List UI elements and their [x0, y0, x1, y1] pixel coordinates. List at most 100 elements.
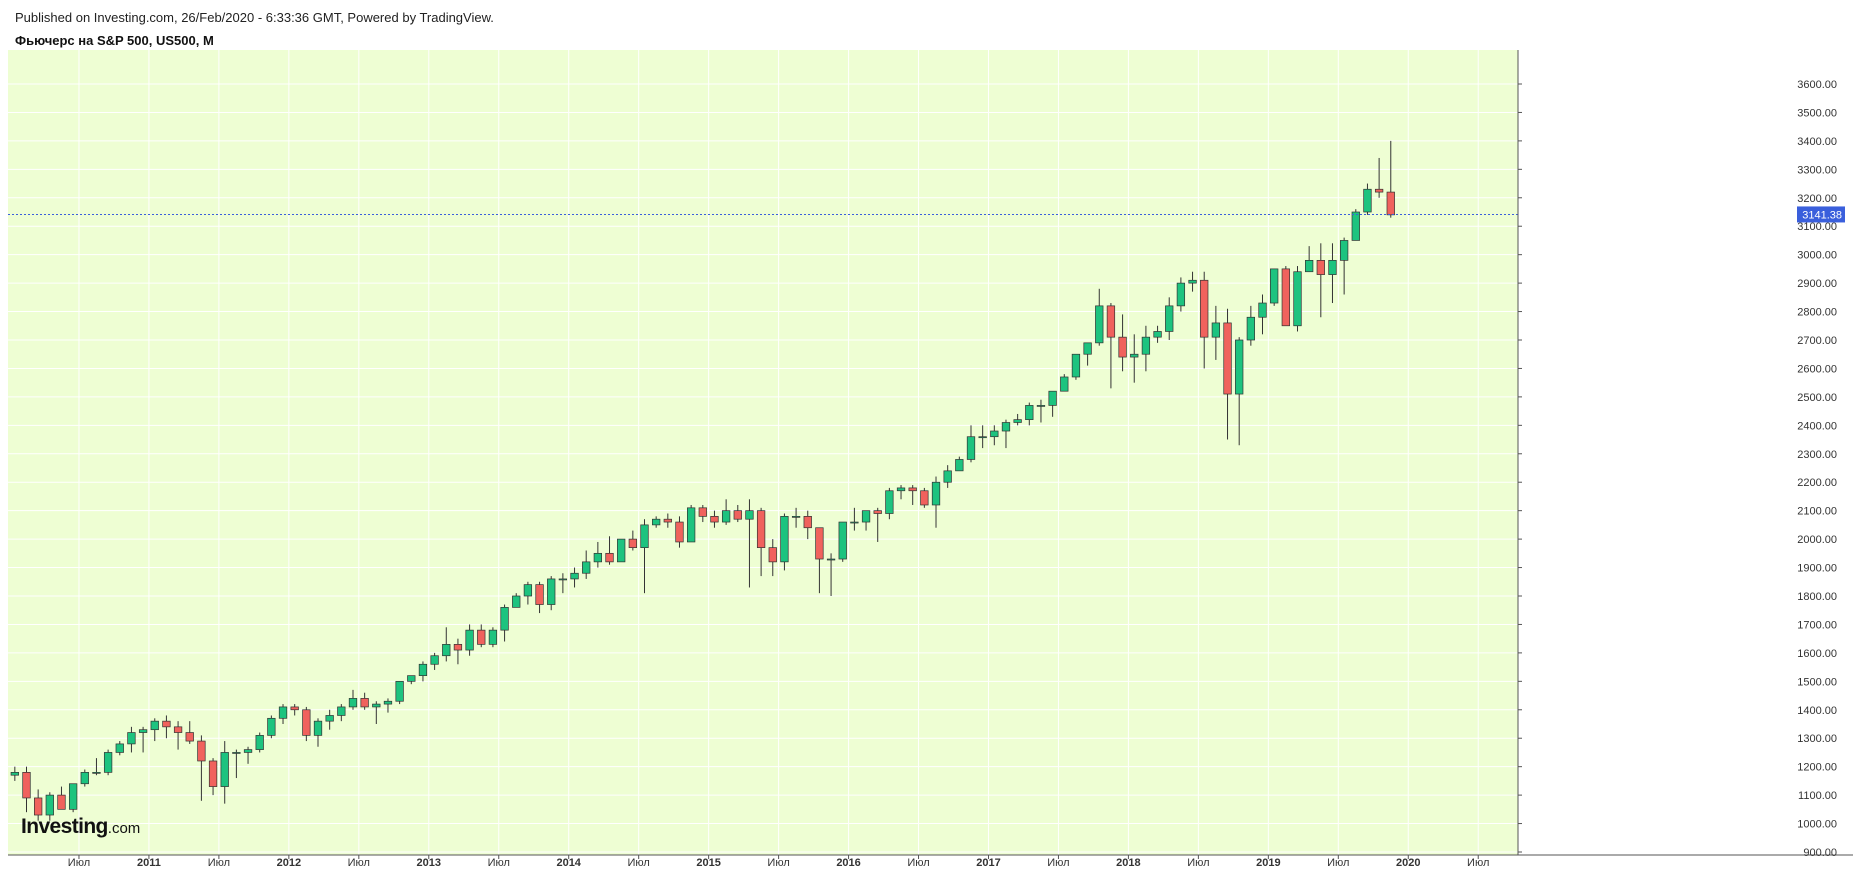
candle-up — [127, 732, 136, 745]
candle-up — [512, 595, 521, 608]
x-tick-label: 2015 — [696, 857, 720, 869]
candle-down — [1374, 188, 1384, 193]
candle-down — [710, 516, 719, 523]
candle-down — [1223, 322, 1232, 395]
x-tick-label: Июл — [1187, 857, 1209, 869]
candle-up — [220, 752, 229, 787]
candle-up — [593, 552, 602, 563]
candle-up — [1188, 279, 1197, 284]
candle-down — [34, 797, 43, 816]
last-price-badge-bg — [1797, 206, 1845, 223]
candle-up — [1141, 336, 1151, 355]
candle-up — [138, 729, 148, 733]
candle-up — [395, 680, 404, 702]
y-tick-label: 1900.00 — [1797, 563, 1837, 575]
x-tick-label: Июл — [1467, 857, 1489, 869]
candle-up — [488, 629, 498, 645]
x-tick-label: Июл — [1327, 857, 1349, 869]
candle-up — [826, 558, 836, 561]
candle-up — [943, 470, 952, 483]
candle-up — [45, 794, 54, 816]
candle-down — [22, 772, 31, 799]
candle-down — [453, 644, 463, 651]
x-tick-label: 2020 — [1396, 857, 1420, 869]
candle-up — [150, 720, 159, 731]
y-tick-label: 3100.00 — [1797, 221, 1837, 233]
x-tick-label: 2013 — [417, 857, 441, 869]
candle-up — [372, 703, 381, 708]
candle-down — [663, 518, 672, 523]
candle-down — [197, 740, 206, 762]
candle-up — [325, 715, 334, 722]
candle-down — [815, 527, 824, 560]
candle-up — [931, 481, 941, 506]
published-note: Published on Investing.com, 26/Feb/2020 … — [15, 10, 494, 25]
candle-down — [1106, 305, 1116, 338]
investing-logo: Investing.com — [21, 815, 140, 839]
candle-up — [1211, 322, 1221, 338]
candle-up — [430, 655, 439, 665]
candle-up — [640, 524, 649, 548]
candle-down — [208, 760, 218, 787]
y-tick-label: 1600.00 — [1797, 648, 1837, 660]
x-tick-label: Июл — [767, 857, 789, 869]
candle-down — [302, 709, 311, 736]
grid-lines — [8, 50, 1518, 855]
candle-up — [850, 521, 859, 524]
candle-up — [687, 507, 696, 543]
candle-up — [1293, 271, 1302, 327]
y-tick-label: 1200.00 — [1797, 762, 1837, 774]
candle-down — [1316, 260, 1325, 275]
candle-up — [1176, 282, 1186, 307]
candle-up — [721, 510, 731, 523]
candle-up — [1060, 376, 1069, 392]
candle-up — [1095, 305, 1104, 344]
candle-up — [896, 487, 906, 492]
y-tick-label: 2300.00 — [1797, 449, 1837, 461]
candle-down — [756, 510, 766, 548]
candle-down — [920, 490, 929, 506]
instrument-title: Фьючерс на S&P 500, US500, M — [15, 33, 214, 48]
candle-up — [1130, 353, 1139, 358]
candle-up — [558, 578, 568, 581]
candle-up — [115, 743, 124, 753]
candle-up — [1001, 422, 1011, 432]
y-tick-label: 2400.00 — [1797, 420, 1837, 432]
candle-down — [803, 516, 812, 529]
candle-down — [173, 726, 183, 733]
candle-up — [652, 518, 661, 526]
y-tick-label: 1100.00 — [1798, 790, 1837, 802]
candle-down — [162, 720, 171, 728]
y-tick-label: 3200.00 — [1797, 193, 1837, 205]
candle-up — [313, 720, 323, 736]
candle-up — [407, 675, 416, 682]
candle-up — [955, 459, 964, 472]
candle-down — [57, 794, 66, 810]
x-tick-label: Июл — [488, 857, 510, 869]
candles — [10, 140, 1395, 821]
y-tick-label: 1800.00 — [1797, 591, 1837, 603]
logo-domain: .com — [107, 820, 141, 837]
candle-up — [1339, 240, 1349, 261]
candle-up — [1036, 405, 1046, 407]
candle-up — [791, 516, 801, 518]
x-tick-label: 2014 — [556, 857, 581, 869]
candle-up — [1153, 331, 1162, 338]
candle-up — [1013, 419, 1022, 423]
x-tick-label: Июл — [907, 857, 929, 869]
y-tick-label: 3000.00 — [1797, 250, 1837, 262]
candle-up — [1165, 305, 1174, 332]
candle-up — [337, 706, 346, 716]
logo-wordmark: Investing — [21, 815, 108, 838]
x-tick-label: 2017 — [976, 857, 1000, 869]
candle-down — [768, 547, 777, 563]
x-tick-label: Июл — [208, 857, 230, 869]
candle-down — [675, 521, 684, 543]
y-tick-label: 1500.00 — [1797, 676, 1837, 688]
candle-up — [838, 521, 847, 560]
candle-up — [267, 717, 276, 736]
y-tick-label: 900.00 — [1803, 847, 1837, 859]
plot-area[interactable] — [8, 50, 1518, 855]
candle-down — [1200, 279, 1209, 338]
